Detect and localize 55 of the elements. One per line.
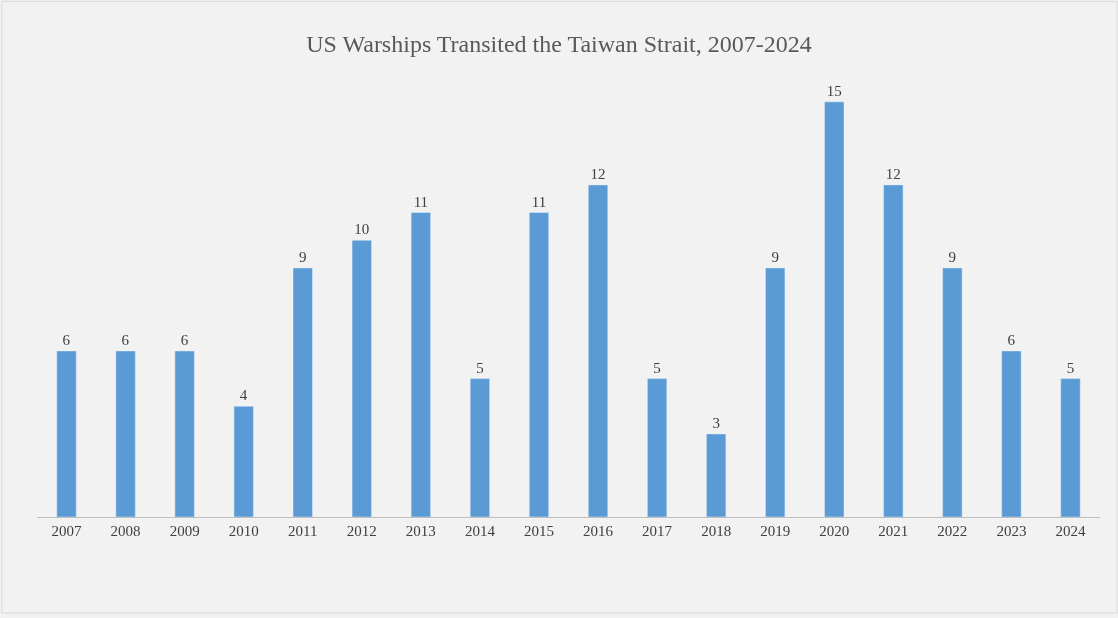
bar xyxy=(824,101,845,517)
data-label: 6 xyxy=(121,331,130,348)
bar xyxy=(528,212,549,517)
data-label: 11 xyxy=(531,193,547,210)
x-tick-label: 2010 xyxy=(228,523,259,539)
bar xyxy=(115,350,136,517)
x-tick-label: 2016 xyxy=(583,523,614,539)
data-label: 6 xyxy=(180,331,189,348)
data-label: 10 xyxy=(354,221,370,238)
bar xyxy=(469,378,490,517)
data-label: 5 xyxy=(653,359,661,376)
bar xyxy=(56,350,77,517)
bar xyxy=(588,184,609,517)
data-label: 9 xyxy=(771,248,779,265)
x-tick-label: 2024 xyxy=(1055,523,1086,539)
bar xyxy=(1001,350,1022,517)
x-tick-label: 2015 xyxy=(523,523,554,539)
data-label: 6 xyxy=(1007,331,1016,348)
x-tick-label: 2011 xyxy=(288,523,318,539)
bar xyxy=(1060,378,1081,517)
data-label: 5 xyxy=(476,359,484,376)
x-tick-label: 2007 xyxy=(51,523,83,539)
x-tick-label: 2008 xyxy=(110,523,141,539)
x-tick-label: 2023 xyxy=(996,523,1027,539)
x-tick-label: 2013 xyxy=(405,523,436,539)
data-label: 9 xyxy=(299,248,307,265)
data-label: 11 xyxy=(413,193,429,210)
bar xyxy=(292,267,313,517)
data-label: 4 xyxy=(239,387,248,404)
x-tick-label: 2022 xyxy=(937,523,968,539)
bar xyxy=(883,184,904,517)
x-tick-label: 2021 xyxy=(878,523,909,539)
bar xyxy=(942,267,963,517)
x-tick-label: 2018 xyxy=(701,523,732,539)
data-label: 12 xyxy=(590,165,606,182)
bar xyxy=(647,378,668,517)
x-tick-label: 2019 xyxy=(760,523,791,539)
data-label: 5 xyxy=(1066,359,1075,376)
x-tick-label: 2020 xyxy=(819,523,850,539)
bar xyxy=(351,239,372,517)
data-label: 6 xyxy=(62,331,71,348)
data-label: 3 xyxy=(712,414,720,431)
x-tick-label: 2012 xyxy=(346,523,377,539)
chart-title: US Warships Transited the Taiwan Strait, 2007-2024 xyxy=(306,30,812,57)
bar xyxy=(765,267,786,517)
x-tick-label: 2014 xyxy=(464,523,496,539)
bar xyxy=(410,212,431,517)
bar xyxy=(233,406,254,517)
data-label: 9 xyxy=(948,248,957,265)
data-label: 15 xyxy=(826,82,842,99)
data-label: 12 xyxy=(885,165,901,182)
bar xyxy=(706,433,727,517)
bar xyxy=(174,350,195,517)
x-tick-label: 2017 xyxy=(642,523,673,539)
x-tick-label: 2009 xyxy=(169,523,200,539)
